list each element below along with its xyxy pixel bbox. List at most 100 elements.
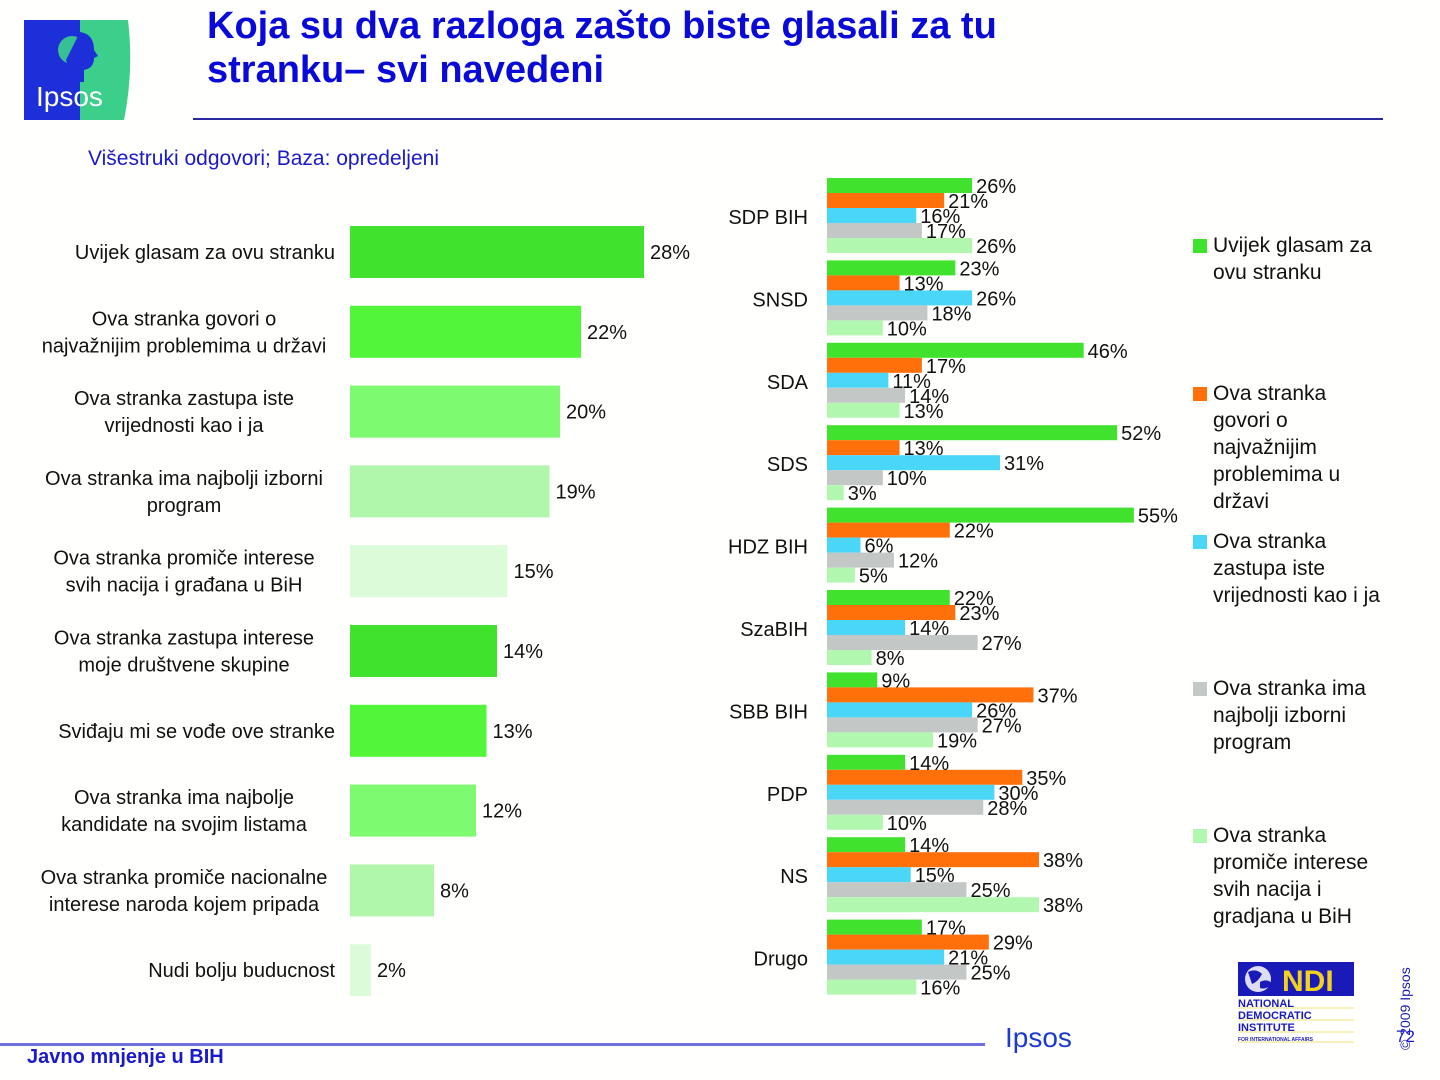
legend-label-0: Uvijek glasam za ovu stranku	[1213, 234, 1372, 284]
right-value-label-6-4: 19%	[937, 730, 977, 752]
right-value-label-7-1: 35%	[1026, 768, 1066, 790]
left-category-line: Ova stranka promiče interese	[53, 548, 314, 570]
right-category-label-8: NS	[780, 866, 808, 888]
right-value-label-1-0: 23%	[959, 258, 999, 280]
left-value-label-8: 8%	[440, 880, 469, 902]
right-bar-3-3	[827, 470, 883, 486]
legend-label-2: Ova stranka zastupa iste vrijednosti kao…	[1213, 530, 1380, 607]
right-value-label-9-3: 25%	[971, 963, 1011, 985]
right-category-label-9: Drugo	[754, 949, 808, 971]
right-value-label-4-2: 6%	[864, 536, 893, 558]
left-category-line: program	[147, 495, 221, 517]
right-bar-4-4	[827, 567, 855, 583]
right-bar-8-2	[827, 867, 911, 883]
right-value-label-9-2: 21%	[948, 948, 988, 970]
left-category-line: interese naroda kojem pripada	[49, 894, 320, 916]
right-bar-6-3	[827, 717, 978, 733]
left-category-line: Ova stranka promiče nacionalne	[41, 867, 328, 889]
left-value-label-4: 15%	[514, 561, 554, 583]
right-bar-3-0	[827, 425, 1118, 441]
right-value-label-4-4: 5%	[859, 566, 888, 588]
page-number: 72	[1396, 1027, 1415, 1046]
right-value-label-5-1: 23%	[959, 603, 999, 625]
right-bar-4-1	[827, 522, 950, 538]
right-category-label-6: SBB BIH	[729, 701, 808, 723]
left-bar-8	[350, 864, 434, 917]
right-category-label-0: SDP BIH	[728, 207, 808, 229]
right-bar-0-2	[827, 208, 917, 223]
left-category-line: Ova stranka ima najbolje	[74, 787, 294, 809]
right-bar-2-1	[827, 357, 922, 373]
right-bar-3-2	[827, 455, 1000, 471]
right-bar-5-2	[827, 620, 906, 635]
right-category-label-5: SzaBIH	[740, 619, 808, 641]
legend-swatch-2	[1193, 535, 1207, 549]
right-bar-4-2	[827, 537, 861, 553]
left-bar-3	[350, 465, 550, 518]
right-grouped-bar-chart: SDP BIH SNSD SDA SDS HDZ BIH SzaBIH SBB BIH PDP…	[728, 176, 1178, 1000]
right-value-label-9-4: 16%	[920, 978, 960, 1000]
legend-swatch-3	[1193, 682, 1207, 696]
left-category-line: kandidate na svojim listama	[61, 814, 308, 836]
left-value-label-3: 19%	[556, 481, 596, 503]
right-bar-6-1	[827, 687, 1034, 703]
right-value-label-5-2: 14%	[909, 618, 949, 640]
left-category-label-8: Ova stranka promiče nacionalne interese n…	[41, 867, 328, 916]
legend-swatch-0	[1193, 239, 1207, 253]
right-category-label-1: SNSD	[752, 289, 808, 311]
right-bar-0-1	[827, 193, 945, 208]
right-bar-9-4	[827, 979, 917, 995]
legend-swatch-4	[1193, 829, 1207, 843]
right-bar-5-0	[827, 590, 950, 605]
right-value-label-0-1: 21%	[948, 191, 988, 213]
left-category-line: vrijednosti kao i ja	[105, 415, 265, 437]
right-bar-9-1	[827, 934, 989, 950]
right-bar-1-0	[827, 260, 956, 276]
right-value-label-4-3: 12%	[898, 551, 938, 573]
right-category-label-2: SDA	[767, 372, 809, 394]
title-divider	[193, 118, 1383, 120]
right-value-label-6-2: 26%	[976, 700, 1016, 722]
page-title: Koja su dva razloga zašto biste glasali …	[207, 4, 1207, 92]
right-bar-3-1	[827, 440, 900, 456]
ndi-line2: DEMOCRATIC	[1238, 1010, 1312, 1022]
legend-label-4: Ova stranka promiče interese svih nacija…	[1213, 824, 1369, 928]
right-bar-6-4	[827, 732, 934, 748]
left-category-label-0: Uvijek glasam za ovu stranku	[75, 242, 335, 264]
legend-label-1: Ova stranka govori o najvažnijim problem…	[1213, 382, 1341, 513]
right-bar-5-3	[827, 635, 978, 650]
right-value-label-7-4: 10%	[887, 813, 927, 835]
right-bar-0-4	[827, 238, 973, 253]
right-value-label-0-0: 26%	[976, 176, 1016, 198]
right-value-label-4-1: 22%	[954, 521, 994, 543]
right-value-label-8-4: 38%	[1043, 895, 1083, 917]
left-bar-5	[350, 625, 497, 677]
ndi-logo: NDI NATIONAL DEMOCRATIC INSTITUTE FOR IN…	[1238, 962, 1356, 1044]
right-bar-4-3	[827, 552, 894, 568]
right-value-label-4-0: 55%	[1138, 506, 1178, 528]
right-bar-9-3	[827, 964, 967, 980]
right-bar-7-0	[827, 754, 906, 770]
right-bar-0-0	[827, 178, 973, 193]
right-value-label-8-0: 14%	[909, 835, 949, 857]
left-category-line: Ova stranka zastupa interese	[54, 628, 314, 650]
left-bar-chart: Uvijek glasam za ovu stranku Ova stranka …	[41, 226, 690, 997]
right-value-label-5-4: 8%	[876, 648, 905, 670]
left-value-label-5: 14%	[503, 641, 543, 663]
footer-brand: Ipsos	[1005, 1022, 1072, 1053]
right-value-label-2-2: 11%	[892, 371, 931, 393]
left-value-label-7: 12%	[482, 801, 522, 823]
right-bar-4-0	[827, 507, 1134, 523]
right-value-label-2-1: 17%	[926, 356, 966, 378]
right-value-label-1-1: 13%	[904, 273, 944, 295]
left-category-line: Sviđaju mi se vođe ove stranke	[58, 721, 335, 743]
right-bar-2-3	[827, 387, 906, 403]
chart-subtitle: Višestruki odgovori; Baza: opredeljeni	[88, 147, 439, 170]
left-bar-1	[350, 305, 581, 358]
left-bar-4	[350, 545, 508, 598]
right-value-label-3-4: 3%	[848, 483, 877, 505]
right-bar-0-3	[827, 223, 922, 238]
right-bar-5-1	[827, 605, 956, 620]
right-bar-3-4	[827, 485, 844, 501]
left-category-line: Ova stranka zastupa iste	[74, 388, 294, 410]
